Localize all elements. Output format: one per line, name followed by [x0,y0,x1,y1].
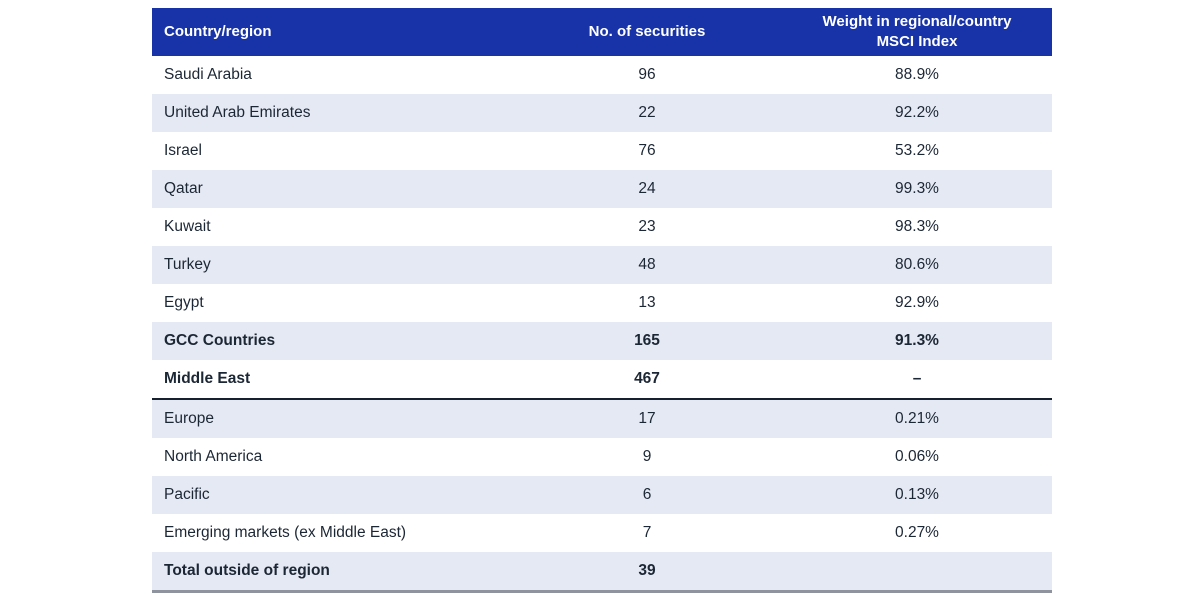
table-row: Pacific 6 0.13% [152,476,1052,514]
country-cell: Total outside of region [152,552,512,593]
table-row: Middle East 467– [152,360,1052,400]
table-row: Emerging markets (ex Middle East) 7 0.27% [152,514,1052,552]
country-cell: Qatar [164,180,203,197]
table-row: Qatar 24 99.3% [152,170,1052,208]
weight-cell: 80.6% [895,256,939,273]
weight-cell: 92.9% [895,294,939,311]
securities-cell: 48 [638,256,656,273]
securities-cell: 9 [642,448,652,465]
header-country-region: Country/region [152,8,512,56]
table-row: Total outside of region 39 [152,552,1052,593]
country-cell: GCC Countries [164,332,276,349]
country-cell: Turkey [164,256,211,273]
securities-cell: 23 [638,218,656,235]
header-row: Country/region No. of securities Weight … [152,8,1052,56]
securities-cell: 76 [638,142,656,159]
securities-cell: 6 [642,486,652,503]
country-cell: Emerging markets (ex Middle East) [164,524,407,541]
table-row: North America 9 0.06% [152,438,1052,476]
table-row: Turkey 48 80.6% [152,246,1052,284]
weight-cell: 0.13% [895,486,939,503]
securities-cell: 7 [642,524,652,541]
table-row: Europe 17 0.21% [152,399,1052,438]
weight-cell: 0.21% [895,410,939,427]
header-weight-msci-index-label: Weight in regional/country MSCI Index [822,12,1012,50]
country-cell: Europe [164,410,214,427]
country-cell: Pacific [164,486,210,503]
header-no-of-securities: No. of securities [512,8,782,56]
table-row: Egypt 13 92.9% [152,284,1052,322]
country-cell: Egypt [164,294,204,311]
securities-cell: 13 [638,294,656,311]
weight-cell: 98.3% [895,218,939,235]
weight-cell: 99.3% [895,180,939,197]
country-cell: Israel [164,142,202,159]
header-weight-msci-index: Weight in regional/country MSCI Index [782,8,1052,56]
securities-cell: 467 [512,360,782,400]
securities-cell: 17 [638,410,656,427]
country-cell: Middle East [152,360,512,400]
weight-cell: 91.3% [895,332,939,349]
weight-cell: 0.06% [895,448,939,465]
table-row: Israel 76 53.2% [152,132,1052,170]
securities-cell: 22 [638,104,656,121]
msci-index-table: Country/region No. of securities Weight … [152,8,1052,593]
table-row: Kuwait 23 98.3% [152,208,1052,246]
country-cell: North America [164,448,263,465]
securities-cell: 96 [638,66,656,83]
securities-cell: 39 [512,552,782,593]
weight-cell: 92.2% [895,104,939,121]
table-row: GCC Countries 165 91.3% [152,322,1052,360]
securities-cell: 165 [634,332,660,349]
table-row: Saudi Arabia 96 88.9% [152,56,1052,94]
securities-cell: 24 [638,180,656,197]
country-cell: United Arab Emirates [164,104,311,121]
table-body: Saudi Arabia 96 88.9% United Arab Emirates 2… [152,56,1052,593]
country-cell: Saudi Arabia [164,66,252,83]
weight-cell: 53.2% [895,142,939,159]
table-row: United Arab Emirates 22 92.2% [152,94,1052,132]
weight-cell: 0.27% [895,524,939,541]
weight-cell: – [782,360,1052,400]
country-cell: Kuwait [164,218,211,235]
table-header: Country/region No. of securities Weight … [152,8,1052,56]
weight-cell: 88.9% [895,66,939,83]
weight-cell [782,552,1052,593]
msci-index-table-container: Country/region No. of securities Weight … [152,8,1052,593]
